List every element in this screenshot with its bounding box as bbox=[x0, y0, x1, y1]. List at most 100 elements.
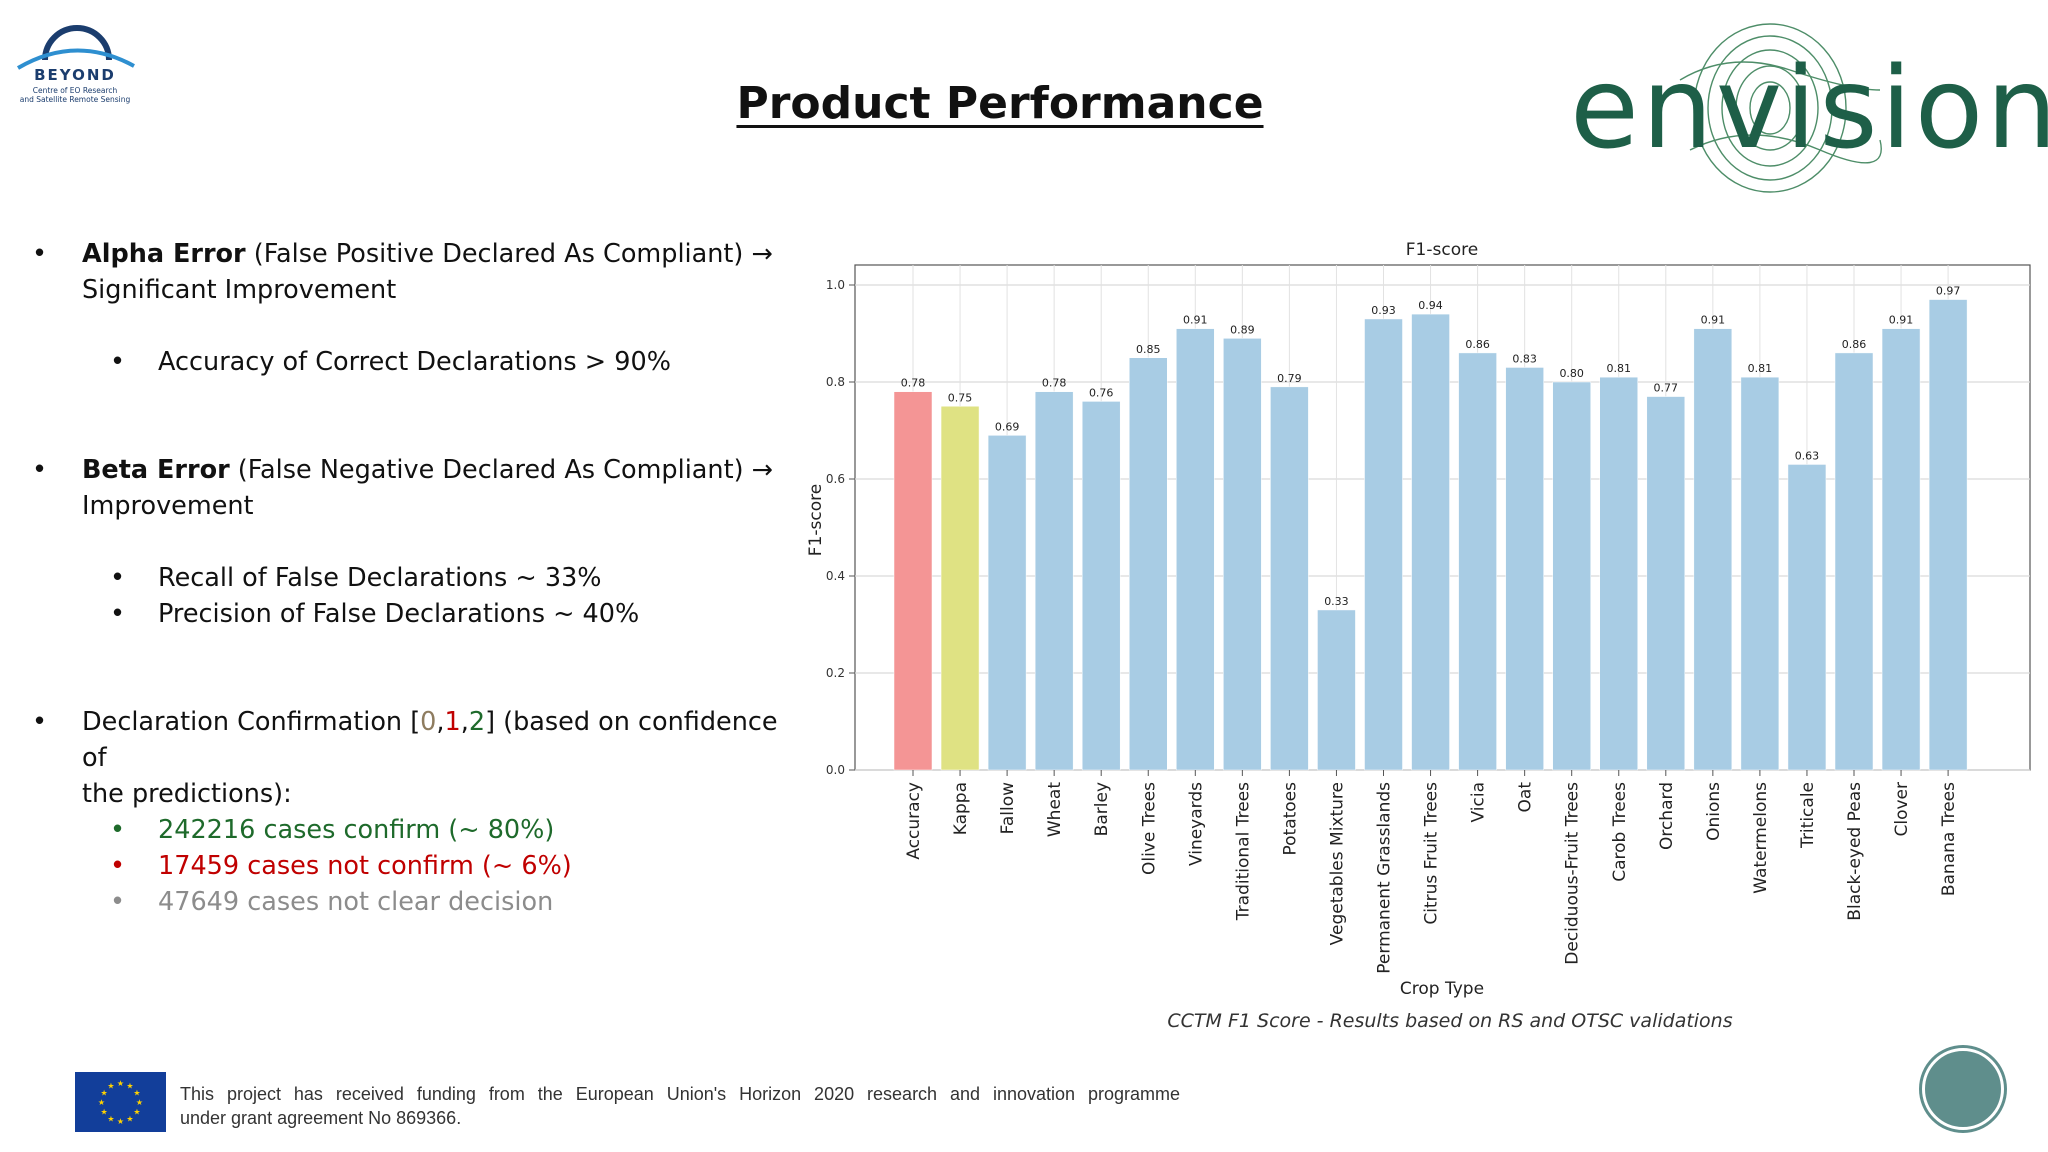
value-labels: 0.78 0.75 0.69 0.78 0.76 0.85 0.91 0.89 0.79 0.33… bbox=[901, 285, 1961, 608]
bar-value-label: 0.81 bbox=[1748, 362, 1773, 375]
x-tick-label: Orchard bbox=[1657, 782, 1677, 850]
beyond-logo-word: BEYOND bbox=[34, 66, 116, 84]
x-tick-label: Triticale bbox=[1798, 782, 1818, 849]
x-tick-label: Wheat bbox=[1045, 782, 1065, 837]
x-tick-label: Onions bbox=[1704, 782, 1724, 841]
bar-deciduous-fruit-trees bbox=[1552, 381, 1591, 771]
y-tick-label: 0.8 bbox=[826, 375, 845, 389]
y-axis-label: F1-score bbox=[806, 484, 826, 556]
eu-star-icon: ★ bbox=[107, 1082, 114, 1091]
bar-citrus-fruit-trees bbox=[1411, 313, 1450, 771]
eu-star-icon: ★ bbox=[126, 1082, 133, 1091]
x-axis-ticks: Accuracy Kappa Fallow Wheat Barley Olive Tree… bbox=[904, 770, 1959, 974]
bar-oat bbox=[1505, 367, 1544, 771]
envision-fingerprint-icon bbox=[1679, 23, 1882, 193]
bar-wheat bbox=[1034, 391, 1074, 771]
x-tick-label: Traditional Trees bbox=[1233, 782, 1253, 921]
eu-star-icon: ★ bbox=[100, 1089, 107, 1098]
eu-stars-icon: ★★★★★★★★★ ★ ★★ bbox=[98, 1079, 143, 1126]
y-tick-label: 0.2 bbox=[826, 666, 845, 680]
beta-error-desc: (False Negative Declared As Compliant) bbox=[229, 455, 752, 485]
page-title: Product Performance bbox=[736, 78, 1264, 129]
cases-unclear-text: 47649 cases not clear decision bbox=[158, 887, 554, 917]
eu-star-icon: ★ bbox=[133, 1089, 140, 1098]
f1-score-bar-chart: 0.00.20.40.60.81.0 0.780.750.690.780.760… bbox=[806, 240, 2031, 999]
bullet-dot: • bbox=[110, 599, 126, 629]
alpha-error-result: Significant Improvement bbox=[82, 275, 397, 305]
x-tick-label: Kappa bbox=[951, 782, 971, 835]
bar-black-eyed-peas bbox=[1834, 352, 1874, 771]
bar-value-label: 0.86 bbox=[1465, 338, 1490, 351]
y-tick-label: 1.0 bbox=[826, 278, 845, 292]
x-tick-label: Clover bbox=[1892, 782, 1912, 837]
envision-logo: envision bbox=[1560, 10, 2048, 200]
bar-value-label: 0.69 bbox=[995, 420, 1020, 433]
x-tick-label: Banana Trees bbox=[1939, 782, 1959, 896]
decl-text-post: ] (based on confidence of bbox=[82, 707, 778, 773]
alpha-error-desc: (False Positive Declared As Compliant) bbox=[245, 239, 752, 269]
x-tick-label: Watermelons bbox=[1751, 782, 1771, 894]
x-axis-label: Crop Type bbox=[1400, 979, 1484, 999]
bar-orchard bbox=[1646, 396, 1686, 771]
bar-clover bbox=[1881, 328, 1921, 771]
beyond-logo: BEYOND Centre of EO Research and Satelli… bbox=[10, 0, 140, 112]
beta-precision-text: Precision of False Declarations ~ 40% bbox=[158, 599, 640, 629]
bar-carob-trees bbox=[1599, 376, 1638, 771]
x-tick-label: Permanent Grasslands bbox=[1375, 782, 1395, 974]
cases-confirm-text: 242216 cases confirm (~ 80%) bbox=[158, 815, 555, 845]
alpha-accuracy-text: Accuracy of Correct Declarations > 90% bbox=[158, 347, 671, 377]
beyond-arc-icon bbox=[16, 25, 135, 70]
x-tick-label: Olive Trees bbox=[1139, 782, 1159, 875]
eu-star-icon: ★ bbox=[107, 1114, 114, 1123]
x-tick-label: Deciduous-Fruit Trees bbox=[1563, 782, 1583, 965]
right-arrow-icon: → bbox=[751, 455, 773, 485]
eu-star-icon: ★ bbox=[133, 1108, 140, 1117]
eu-star-icon: ★ bbox=[117, 1117, 124, 1126]
bar-traditional-trees bbox=[1223, 338, 1262, 771]
bar-fallow bbox=[987, 435, 1027, 771]
right-arrow-icon: → bbox=[751, 239, 773, 269]
eu-star-icon: ★ bbox=[100, 1108, 107, 1117]
bullet-dot: • bbox=[32, 455, 48, 485]
eu-star-icon: ★ bbox=[126, 1114, 133, 1123]
bar-value-label: 0.79 bbox=[1277, 372, 1302, 385]
funding-notice-line2: under grant agreement No 869366. bbox=[180, 1108, 462, 1128]
bullet-dot: • bbox=[32, 239, 48, 269]
bar-value-label: 0.78 bbox=[901, 377, 926, 390]
decl-comma: , bbox=[436, 707, 445, 737]
bar-value-label: 0.91 bbox=[1701, 314, 1726, 327]
bar-watermelons bbox=[1740, 376, 1780, 771]
x-tick-label: Vegetables Mixture bbox=[1327, 782, 1347, 945]
bar-potatoes bbox=[1270, 386, 1309, 771]
x-tick-label: Black-eyed Peas bbox=[1845, 782, 1865, 921]
beyond-logo-sub-line2: and Satellite Remote Sensing bbox=[19, 95, 131, 104]
bar-value-label: 0.77 bbox=[1654, 382, 1679, 395]
bar-value-label: 0.91 bbox=[1183, 314, 1208, 327]
bar-vicia bbox=[1458, 352, 1497, 771]
bar-vegetables-mixture bbox=[1317, 609, 1356, 771]
decl-comma: , bbox=[460, 707, 469, 737]
bar-value-label: 0.63 bbox=[1795, 449, 1820, 462]
bar-value-label: 0.93 bbox=[1371, 304, 1396, 317]
cases-not-confirm-text: 17459 cases not confirm (~ 6%) bbox=[158, 851, 572, 881]
y-tick-label: 0.6 bbox=[826, 472, 845, 486]
decl-text-pre: Declaration Confirmation [ bbox=[82, 707, 421, 737]
eu-star-icon: ★ bbox=[117, 1079, 124, 1088]
eu-star-icon: ★ bbox=[136, 1098, 143, 1107]
bar-barley bbox=[1081, 401, 1121, 771]
bar-accuracy bbox=[893, 391, 933, 771]
bar-value-label: 0.89 bbox=[1230, 323, 1255, 336]
x-tick-label: Barley bbox=[1092, 782, 1112, 836]
bar-value-label: 0.75 bbox=[948, 391, 973, 404]
bars bbox=[893, 299, 1968, 771]
beta-recall-text: Recall of False Declarations ~ 33% bbox=[158, 563, 602, 593]
bullet-dot: • bbox=[110, 815, 126, 845]
bullet-dot: • bbox=[110, 563, 126, 593]
bar-value-label: 0.94 bbox=[1418, 299, 1443, 312]
bar-value-label: 0.85 bbox=[1136, 343, 1161, 356]
bullet-dot: • bbox=[110, 347, 126, 377]
x-tick-label: Carob Trees bbox=[1610, 782, 1630, 882]
bar-triticale bbox=[1787, 464, 1827, 771]
x-tick-label: Fallow bbox=[998, 782, 1018, 834]
envision-logo-word: envision bbox=[1570, 44, 2048, 174]
